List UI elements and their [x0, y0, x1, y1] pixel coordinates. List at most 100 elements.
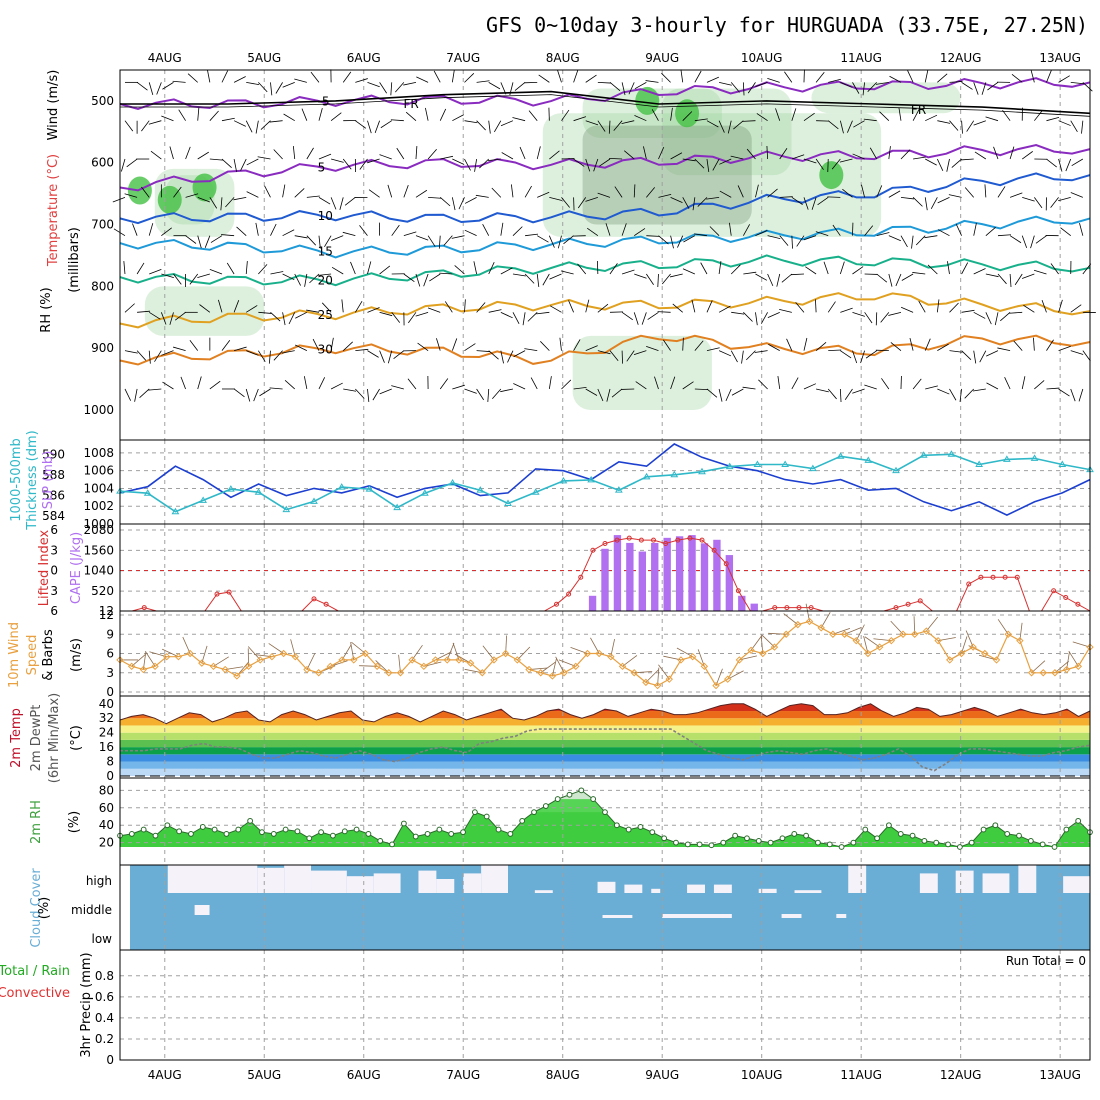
- cape-bar: [601, 548, 609, 611]
- wind-barb: [697, 197, 708, 207]
- wind-speed-marker: [794, 620, 802, 629]
- wind-speed-marker: [829, 630, 837, 638]
- cape-tick: 1560: [83, 543, 114, 557]
- wind-barb: [682, 197, 690, 209]
- rh-marker: [306, 835, 313, 842]
- isotherm-label: 20: [318, 273, 333, 287]
- thickness-marker: [448, 479, 457, 486]
- wind-barb-10m: [306, 653, 316, 670]
- wind-barb: [669, 273, 683, 278]
- wind-barb: [1034, 110, 1043, 121]
- wind-barb: [586, 227, 599, 237]
- wind-barb: [981, 82, 987, 95]
- wind-barb: [985, 312, 992, 325]
- wind-barb: [330, 112, 342, 122]
- wind-barb: [974, 151, 987, 160]
- lifted-marker: [590, 547, 596, 553]
- wind-barb: [706, 120, 719, 128]
- wind-speed-marker: [642, 678, 650, 687]
- wind-barb: [197, 376, 202, 390]
- wind-barb: [766, 146, 768, 160]
- wind-speed-marker: [560, 669, 568, 677]
- wind-speed-marker: [127, 662, 136, 671]
- rh-marker: [708, 842, 715, 849]
- wind-barb: [937, 229, 950, 237]
- cloud-row-label: low: [92, 932, 113, 946]
- date-label-bottom: 8AUG: [546, 1068, 580, 1082]
- run-total-label: Run Total = 0: [1006, 954, 1086, 968]
- wind-barb: [275, 82, 283, 94]
- lifted-marker: [808, 605, 814, 611]
- wind-barb: [367, 307, 380, 313]
- wind-barb: [415, 273, 421, 287]
- wind-barb: [924, 338, 931, 351]
- wind-barb: [405, 111, 417, 121]
- wind-barb: [169, 146, 174, 160]
- wind-barb: [852, 153, 865, 160]
- rh-marker: [625, 826, 632, 833]
- wind-barb: [755, 312, 758, 326]
- rh-marker: [436, 826, 443, 833]
- wind-barb: [852, 388, 865, 394]
- wind-barb: [476, 302, 486, 313]
- wind-barb: [387, 350, 393, 364]
- wind-barb: [464, 229, 477, 237]
- wind-barb: [984, 184, 987, 198]
- wind-barb: [791, 235, 793, 249]
- wind-barb: [1081, 120, 1084, 134]
- cape-bar: [626, 542, 634, 611]
- wind-barb-10m: [1068, 650, 1079, 667]
- wind-barb: [758, 379, 768, 390]
- wind-barb: [1033, 269, 1047, 275]
- wind-barb: [162, 82, 174, 90]
- temp-tick: 24: [99, 726, 114, 740]
- wind-barb: [1058, 196, 1071, 202]
- rh-marker: [779, 835, 786, 842]
- lifted-marker: [663, 541, 669, 546]
- wind-barb: [827, 120, 839, 130]
- wind-barb: [912, 197, 923, 207]
- wind-barb: [815, 231, 829, 237]
- wind-speed-marker: [934, 636, 942, 645]
- wind-barb: [1082, 350, 1091, 362]
- rh-marker: [235, 826, 242, 833]
- wind-barb: [1021, 273, 1035, 279]
- wind-barb: [839, 158, 853, 163]
- wind-barb: [185, 235, 197, 244]
- wind-barb: [197, 107, 200, 121]
- upper-air-ylabel-wind: Wind (m/s): [46, 70, 61, 141]
- wind-barb: [694, 388, 708, 391]
- wind-speed-marker: [724, 675, 732, 683]
- thickness-marker: [282, 505, 291, 513]
- wind-barb: [598, 158, 611, 167]
- wind-barb: [985, 226, 996, 236]
- wind-barb: [538, 74, 550, 83]
- wind-barb: [1058, 388, 1070, 397]
- wind-barb: [918, 300, 926, 313]
- rh-marker: [128, 831, 135, 837]
- wind-barb: [609, 157, 623, 160]
- temp-ylabel-2: 2m DewPt: [29, 705, 44, 772]
- wind-barb: [549, 196, 563, 201]
- wind-barb: [657, 311, 671, 313]
- wind-barb: [189, 340, 199, 351]
- wind-barb: [479, 158, 490, 169]
- wind-barb: [900, 306, 914, 313]
- wind-barb: [898, 107, 902, 121]
- wind-speed-marker: [899, 630, 907, 638]
- wind-barb: [573, 387, 587, 390]
- wind-barb: [1000, 312, 1011, 322]
- wind-barb: [433, 70, 441, 83]
- wind-speed-marker: [361, 649, 370, 658]
- wind-barb-10m: [144, 651, 156, 667]
- rh-marker: [211, 826, 218, 833]
- lifted-marker: [1063, 595, 1069, 600]
- wind-speed-marker: [139, 665, 148, 674]
- wind-speed-marker: [630, 669, 638, 677]
- wind-barb: [282, 81, 295, 88]
- rh-marker: [223, 831, 230, 837]
- wind-barb: [443, 235, 453, 246]
- wind-barb: [626, 350, 635, 362]
- wind-barb-10m: [201, 645, 208, 664]
- wind-barb: [661, 72, 671, 83]
